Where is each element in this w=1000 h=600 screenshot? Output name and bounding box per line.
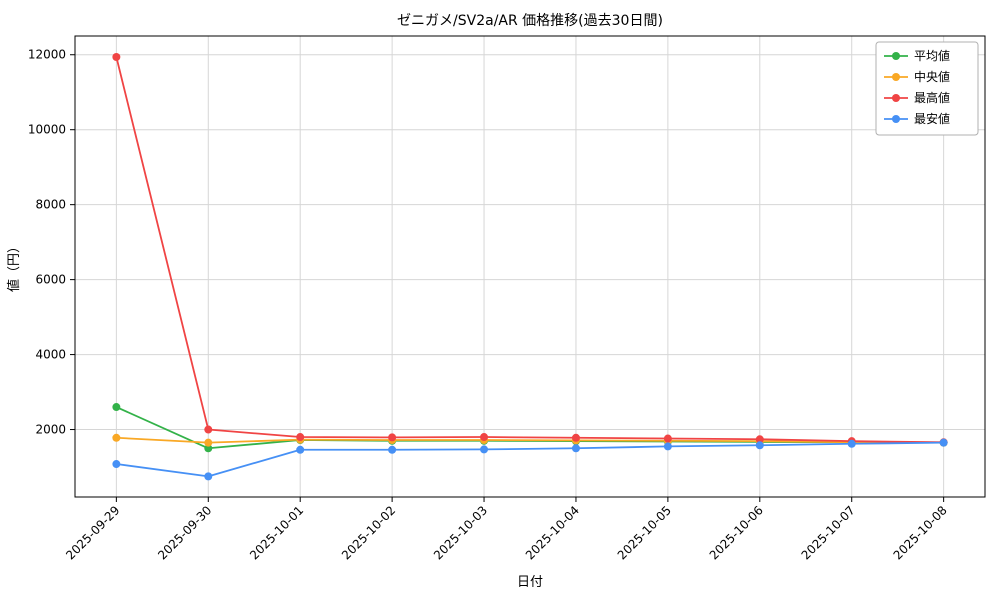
y-tick-label: 8000 [35, 198, 66, 212]
data-point [112, 460, 121, 469]
series-line [116, 441, 944, 478]
data-point [388, 433, 397, 442]
series-line [116, 436, 944, 444]
data-point [204, 444, 213, 453]
x-tick-label: 2025-10-03 [431, 503, 490, 562]
data-point [571, 444, 580, 453]
data-point [480, 445, 489, 454]
axes-border [74, 35, 986, 498]
y-tick-label: 4000 [35, 348, 66, 362]
data-point [388, 445, 397, 454]
plot-area: 2000 4000 6000 8000 10000 12000 2025-09-29 2025… [28, 35, 986, 562]
chart-title: ゼニガメ/SV2a/AR 価格推移(過去30日間) [397, 13, 663, 29]
data-point [112, 433, 121, 442]
legend-label: 中央値 [914, 69, 950, 84]
legend-item: 最高値 [884, 90, 950, 105]
legend-label: 平均値 [914, 48, 950, 63]
x-tick-label: 2025-10-08 [891, 503, 950, 562]
y-tick-label: 2000 [35, 423, 66, 437]
y-tick-label: 10000 [28, 123, 66, 137]
x-tick-label: 2025-09-29 [63, 503, 122, 562]
x-tick-label: 2025-09-30 [155, 503, 214, 562]
x-tick-label: 2025-10-02 [339, 503, 398, 562]
y-axis-label: 値（円） [6, 240, 22, 292]
data-point [755, 435, 764, 444]
x-axis-label: 日付 [517, 575, 543, 590]
series-line [115, 56, 944, 444]
legend-label: 最安値 [914, 111, 950, 126]
x-tick-label: 2025-10-06 [707, 503, 766, 562]
data-point [112, 52, 121, 61]
x-tick-label: 2025-10-05 [615, 503, 674, 562]
data-point [847, 439, 856, 448]
data-point [571, 433, 580, 442]
data-point [112, 403, 121, 412]
data-point [296, 445, 305, 454]
data-point [663, 442, 672, 451]
x-tick-label: 2025-10-07 [799, 503, 858, 562]
legend-item: 最安値 [884, 111, 950, 126]
legend-label: 最高値 [914, 90, 950, 105]
data-point [204, 425, 213, 434]
data-point [663, 434, 672, 443]
data-point [204, 472, 213, 481]
legend-item: 中央値 [884, 69, 950, 84]
y-tick-label: 6000 [35, 273, 66, 287]
y-tick-label: 12000 [28, 48, 66, 62]
data-point [480, 433, 489, 442]
x-tick-label: 2025-10-04 [523, 503, 582, 562]
data-point [939, 438, 948, 447]
x-tick-label: 2025-10-01 [247, 503, 306, 562]
data-point [755, 441, 764, 450]
legend-item: 平均値 [884, 48, 950, 63]
data-point [296, 433, 305, 442]
data-point [204, 438, 213, 447]
legend-box [875, 41, 979, 136]
